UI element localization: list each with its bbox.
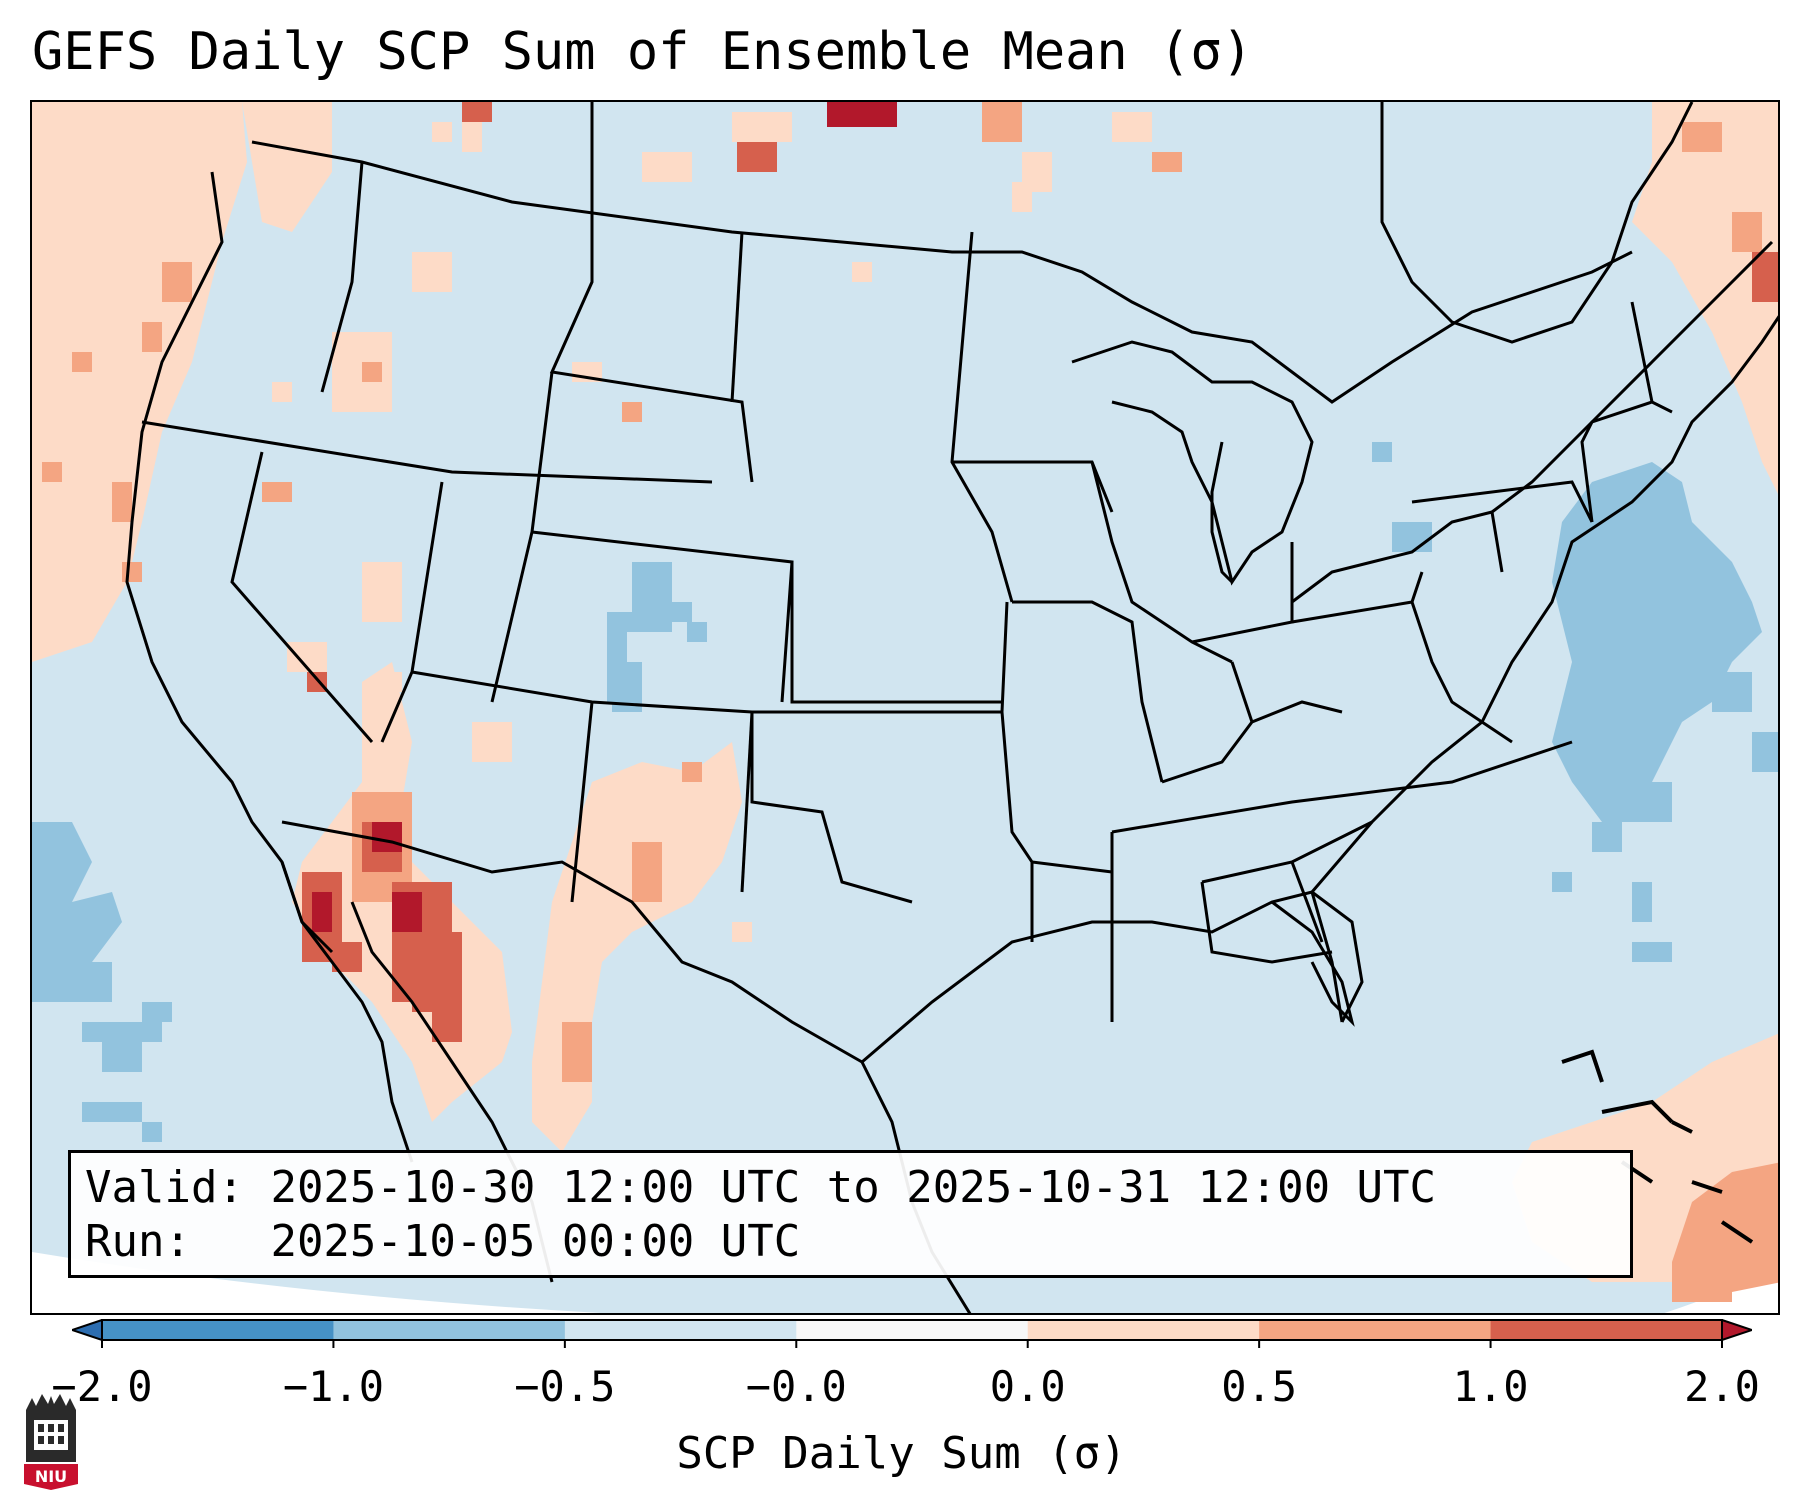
colorbar-bin [1490, 1320, 1723, 1340]
colorbar [72, 1319, 1752, 1348]
colorbar-label: SCP Daily Sum (σ) [676, 1428, 1127, 1479]
great-lakes [1071, 340, 1314, 586]
projection-edge-left [32, 1252, 601, 1313]
colorbar-bin [102, 1320, 334, 1340]
valid-label: Valid: [85, 1162, 244, 1213]
run-label: Run: [85, 1216, 191, 1267]
lake-michigan [1210, 441, 1234, 584]
anomaly-pacific-northwest [32, 102, 492, 692]
west-coast [125, 171, 334, 954]
anomaly-eastern-pacific [32, 822, 172, 1142]
canada-us-border [251, 140, 1633, 404]
florida [1271, 900, 1355, 1027]
valid-value: 2025-10-30 12:00 UTC to 2025-10-31 12:00… [270, 1162, 1437, 1213]
colorbar-bins [72, 1319, 1752, 1342]
anomaly-western-atlantic [1372, 442, 1778, 962]
state-lines [141, 102, 1673, 1022]
anomaly-desert-southwest [292, 662, 512, 1122]
st-lawrence [1491, 240, 1774, 514]
anomaly-northern-plains [572, 102, 1182, 422]
colorbar-bin [333, 1320, 566, 1340]
us-mexico-border [281, 820, 863, 1064]
valid-row: Valid: 2025-10-30 12:00 UTC to 2025-10-3… [85, 1161, 1616, 1215]
colorbar-tick-label: 1.0 [1452, 1362, 1529, 1411]
colorbar-extend-high [1721, 1319, 1752, 1342]
baja [280, 861, 414, 1163]
colorbar-bin [1259, 1320, 1492, 1340]
colorbar-bin [796, 1320, 1029, 1340]
colorbar-tick-label: −0.5 [514, 1362, 616, 1411]
run-row: Run: 2025-10-05 00:00 UTC [85, 1215, 1616, 1269]
anomaly-northeast-canada [1632, 102, 1778, 494]
anomaly-map [32, 102, 1778, 1313]
colorbar-extend-low [72, 1319, 103, 1342]
hudson-bay-coast [1380, 102, 1694, 344]
colorbar-tick-label: −1.0 [282, 1362, 384, 1411]
projection-edge-right [1664, 1264, 1778, 1313]
anomaly-new-mexico [532, 742, 752, 1152]
lake-erie-ontario [1291, 510, 1493, 604]
colorbar-tick-label: 0.5 [1221, 1362, 1298, 1411]
colorbar-outline [101, 1319, 1723, 1341]
chart-title: GEFS Daily SCP Sum of Ensemble Mean (σ) [32, 22, 1253, 82]
colorbar-tick-marks [101, 1340, 1723, 1348]
map-panel [30, 100, 1780, 1315]
colorbar-tick-label: 2.0 [1684, 1362, 1760, 1411]
colorbar-bin [564, 1320, 797, 1340]
gulf-coast [861, 890, 1364, 1064]
niu-logo: NIU [24, 1394, 78, 1490]
boundaries [125, 102, 1778, 1313]
atlantic-coast [1310, 315, 1778, 1023]
run-value: 2025-10-05 00:00 UTC [270, 1216, 801, 1267]
niu-logo-text: NIU [35, 1467, 67, 1486]
colorbar-tick-label: −0.0 [745, 1362, 847, 1411]
colorbar-tick-label: 0.0 [989, 1362, 1066, 1411]
valid-run-box: Valid: 2025-10-30 12:00 UTC to 2025-10-3… [68, 1150, 1633, 1278]
map-background [32, 102, 1778, 1313]
colorbar-bin [1027, 1320, 1260, 1340]
